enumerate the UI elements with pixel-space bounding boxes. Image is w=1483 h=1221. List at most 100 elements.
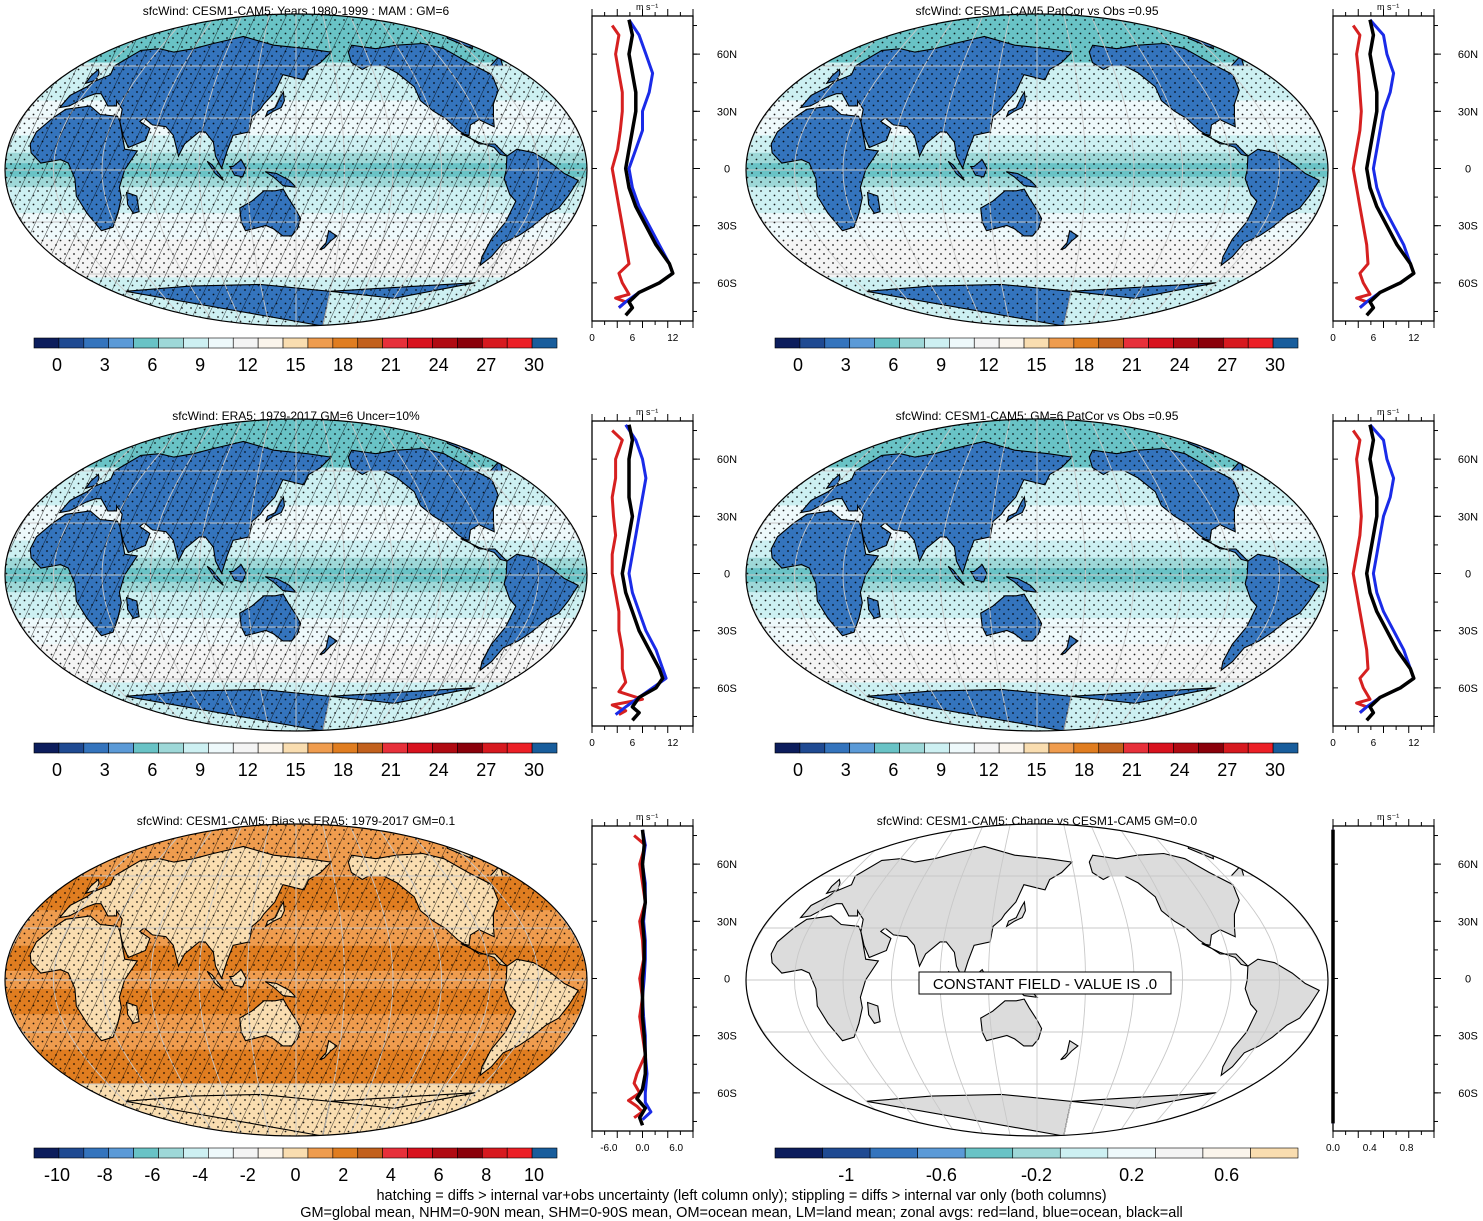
colorbar-swatch: [158, 1147, 184, 1159]
colorbar-tick-label: 12: [238, 760, 258, 780]
colorbar-swatch: [282, 337, 309, 349]
colorbar-swatch: [899, 742, 925, 754]
latitude-tick-label: 60S: [717, 278, 737, 290]
colorbar-tick-label: 18: [333, 760, 353, 780]
zonal-x-tick-label: 0.8: [1400, 1143, 1414, 1154]
zonal-x-tick-label: -6.0: [600, 1143, 618, 1154]
colorbar-swatch: [432, 742, 458, 754]
colorbar-swatch: [133, 1147, 159, 1159]
colorbar-tick-label: 0.6: [1214, 1165, 1239, 1185]
colorbar-tick-label: 8: [481, 1165, 491, 1185]
colorbar-swatch: [158, 742, 184, 754]
colorbar-tick-label: 6: [888, 760, 898, 780]
latitude-tick-label: 60N: [1458, 49, 1478, 61]
colorbar-tick-label: 15: [285, 355, 305, 375]
colorbar-swatch: [824, 337, 851, 349]
colorbar-swatch: [183, 742, 209, 754]
latitude-tick-label: 60N: [1458, 859, 1478, 871]
colorbar-swatch: [58, 1147, 85, 1159]
colorbar-swatch: [83, 337, 110, 349]
colorbar-tick-label: 30: [1265, 355, 1285, 375]
colorbar-swatch: [1247, 742, 1274, 754]
colorbar-swatch: [1202, 1147, 1251, 1159]
zonal-plot-frame: [591, 15, 694, 322]
colorbar-swatch: [774, 337, 801, 349]
colorbar-swatch: [457, 1147, 483, 1159]
colorbar-tick-label: 10: [524, 1165, 544, 1185]
colorbar-swatch: [232, 337, 259, 349]
latitude-tick-label: 60S: [717, 1088, 737, 1100]
colorbar-swatch: [949, 337, 975, 349]
colorbar-swatch: [874, 337, 900, 349]
colorbar-tick-label: 21: [381, 355, 401, 375]
colorbar-swatch: [133, 337, 159, 349]
colorbar-tick-label: 15: [1026, 760, 1046, 780]
latitude-tick-label: 30N: [1458, 106, 1478, 118]
colorbar-tick-label: 15: [1026, 355, 1046, 375]
colorbar-tick-label: -8: [97, 1165, 113, 1185]
footer-note-1: hatching = diffs > internal var+obs unce…: [376, 1188, 1107, 1204]
colorbar-tick-label: -10: [44, 1165, 70, 1185]
zonal-unit-label: m s⁻¹: [636, 2, 658, 12]
panel-svg: sfcWind: ERA5: 1979-2017 GM=6 Uncer=10% 0…: [4, 407, 737, 780]
zonal-x-tick-label: 0: [589, 333, 595, 344]
colorbar-tick-label: 18: [1074, 355, 1094, 375]
colorbar-swatch: [774, 1147, 823, 1159]
footer-note-2: GM=global mean, NHM=0-90N mean, SHM=0-90…: [300, 1205, 1183, 1221]
latitude-tick-label: 60N: [717, 454, 737, 466]
map-title: sfcWind: CESM1-CAM5: GM=6 PatCor vs Obs …: [896, 409, 1179, 423]
colorbar-swatch: [849, 742, 875, 754]
colorbar-swatch: [1148, 337, 1174, 349]
colorbar-tick-label: 6: [888, 355, 898, 375]
zonal-plot-frame: [1332, 15, 1435, 322]
colorbar-swatch: [1222, 337, 1249, 349]
colorbar-swatch: [874, 742, 900, 754]
colorbar-swatch: [457, 742, 483, 754]
colorbar-swatch: [432, 337, 458, 349]
colorbar-tick-label: 0: [793, 760, 803, 780]
colorbar-swatch: [1059, 1147, 1109, 1159]
colorbar-tick-label: 0: [290, 1165, 300, 1185]
colorbar-swatch: [282, 1147, 309, 1159]
latitude-tick-label: 30S: [1458, 1031, 1478, 1043]
map-title: sfcWind: CESM1-CAM5 PatCor vs Obs =0.95: [915, 4, 1158, 18]
latitude-tick-label: 30N: [1458, 511, 1478, 523]
latitude-tick-label: 0: [1465, 569, 1471, 581]
colorbar-swatch: [799, 337, 826, 349]
zonal-all-line: [1364, 19, 1416, 317]
colorbar-swatch: [257, 337, 284, 349]
latitude-tick-label: 60S: [1458, 683, 1478, 695]
zonal-all-line: [620, 424, 665, 722]
colorbar-swatch: [531, 742, 558, 754]
colorbar-tick-label: 0: [793, 355, 803, 375]
colorbar-swatch: [33, 337, 60, 349]
zonal-x-tick-label: 6: [1371, 738, 1377, 749]
colorbar-tick-label: 21: [381, 760, 401, 780]
colorbar-swatch: [307, 337, 334, 349]
colorbar-swatch: [432, 1147, 458, 1159]
colorbar-swatch: [357, 742, 383, 754]
zonal-x-tick-label: 6.0: [669, 1143, 683, 1154]
colorbar-swatch: [33, 1147, 60, 1159]
colorbar-swatch: [917, 1147, 966, 1159]
latitude-tick-label: 30N: [1458, 916, 1478, 928]
figure-panel: sfcWind: CESM1-CAM5: Bias vs ERA5: 1979-…: [0, 810, 741, 1215]
colorbar-swatch: [481, 1147, 508, 1159]
zonal-all-line: [623, 19, 675, 317]
colorbar-swatch: [1123, 742, 1149, 754]
colorbar-swatch: [774, 742, 801, 754]
colorbar-tick-label: 0: [52, 355, 62, 375]
colorbar-tick-label: 9: [936, 760, 946, 780]
zonal-x-tick-label: 12: [1408, 333, 1420, 344]
latitude-tick-label: 30S: [717, 626, 737, 638]
colorbar-swatch: [506, 742, 533, 754]
figure-panel: sfcWind: CESM1-CAM5: GM=6 PatCor vs Obs …: [741, 405, 1482, 810]
latitude-tick-label: 0: [724, 569, 730, 581]
colorbar-tick-label: 9: [936, 355, 946, 375]
colorbar-tick-label: 18: [1074, 760, 1094, 780]
latitude-tick-label: 0: [1465, 164, 1471, 176]
colorbar-swatch: [332, 1147, 359, 1159]
latitude-tick-label: 60N: [717, 859, 737, 871]
colorbar-swatch: [208, 337, 234, 349]
colorbar-tick-label: -4: [192, 1165, 208, 1185]
